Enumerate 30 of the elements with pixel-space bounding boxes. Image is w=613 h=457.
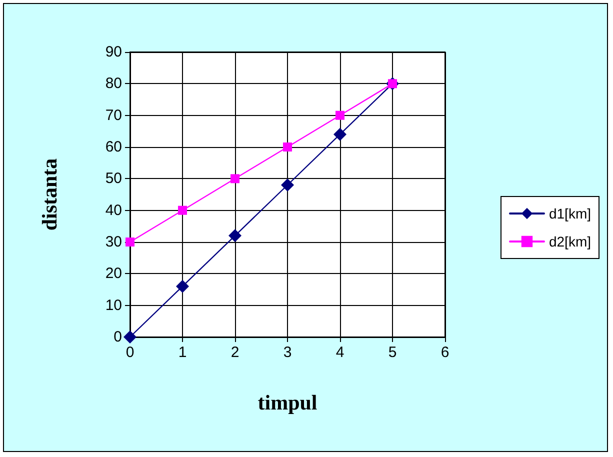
point [178,206,187,215]
x-tick-label: 0 [126,344,134,361]
y-tick-label: 40 [105,202,122,219]
point [336,110,344,120]
x-tick-label: 5 [388,344,397,361]
legend-label: d2[km] [548,234,591,250]
y-tick-label: 90 [105,44,122,60]
y-tick-label: 0 [114,328,122,346]
y-tick-label: 20 [105,265,122,282]
point [281,178,294,192]
x-tick-label: 1 [178,344,187,361]
y-tick-label: 70 [105,106,122,124]
y-tick-label: 50 [105,170,122,188]
y-tick-label: 60 [105,138,122,156]
point [124,330,136,344]
point [176,280,189,293]
legend-label: d1[km] [548,206,591,222]
point [334,128,346,141]
point [230,174,240,184]
x-axis-title: timpul [258,390,318,414]
x-tick-label: 2 [230,344,240,361]
y-tick-label: 10 [105,296,122,314]
y-axis-title: distanta [38,158,62,231]
x-tick-label: 4 [336,344,344,361]
x-tick-label: 6 [440,344,450,361]
y-tick-label: 80 [105,75,122,92]
y-tick-label: 30 [105,234,122,250]
point [228,229,242,242]
x-tick-label: 3 [283,344,292,361]
point [283,142,292,152]
